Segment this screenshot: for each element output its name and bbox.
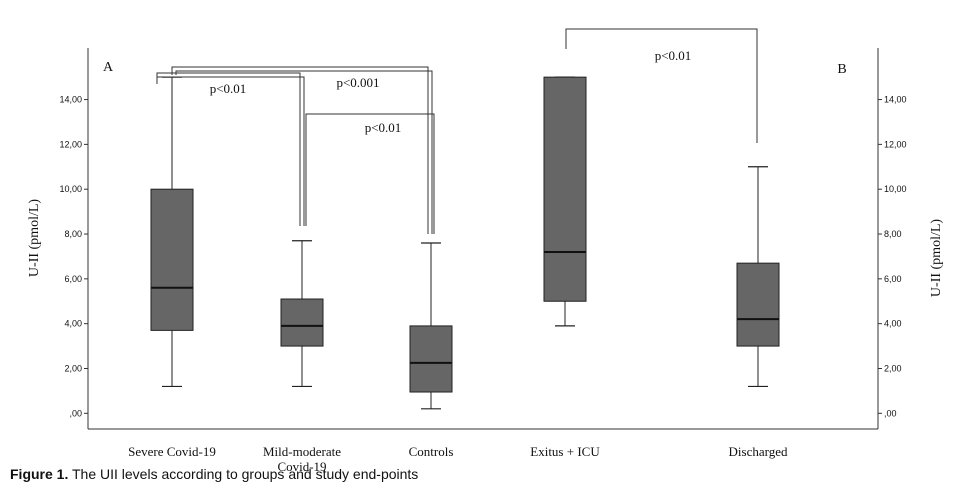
category-label: Mild-moderate: [263, 444, 341, 459]
panel-label-a: A: [103, 60, 114, 75]
chart-layer: ,00 2,00 4,00 6,00 8,00 10,00 12,00 14,00 ,00 2,0…: [27, 28, 944, 474]
bracket-severe-controls: [171, 66, 429, 234]
y-tick-label-right: 2,00: [884, 363, 902, 373]
p-value-label: p<0.01: [210, 81, 247, 96]
caption-text: The UII levels according to groups and s…: [68, 466, 419, 482]
box: [150, 188, 194, 331]
y-tick-label-right: 4,00: [884, 319, 902, 329]
category-label: Discharged: [729, 444, 788, 459]
bracket-severe-mild-2: [156, 76, 305, 226]
y-tick-label-left: 8,00: [64, 229, 82, 239]
box: [543, 76, 587, 302]
y-tick-label-right: ,00: [884, 408, 897, 418]
y-tick-label-left: ,00: [69, 408, 82, 418]
bracket-mild-controls: [305, 113, 435, 234]
y-axis-label-right: U-II (pmol/L): [929, 219, 944, 297]
p-value-label: p<0.001: [336, 75, 379, 90]
box: [280, 298, 324, 347]
y-tick-label-right: 8,00: [884, 229, 902, 239]
caption-label: Figure 1.: [10, 466, 69, 482]
category-label: Controls: [409, 444, 454, 459]
bracket-exitus-discharged: [565, 28, 758, 143]
y-tick-label-right: 10,00: [884, 184, 907, 194]
y-tick-label-left: 12,00: [59, 139, 82, 149]
p-value-label: p<0.01: [365, 120, 402, 135]
p-value-label: p<0.01: [655, 48, 692, 63]
category-label: Severe Covid-19: [128, 444, 216, 459]
box: [409, 325, 453, 393]
category-label: Covid-19: [277, 459, 326, 474]
y-tick-label-left: 14,00: [59, 95, 82, 105]
y-axis-label-left: U-II (pmol/L): [27, 199, 42, 277]
y-tick-label-left: 2,00: [64, 363, 82, 373]
y-tick-label-right: 14,00: [884, 95, 907, 105]
panel-label-b: B: [837, 62, 846, 77]
figure-caption: Figure 1. The UII levels according to gr…: [10, 466, 418, 482]
y-tick-label-right: 6,00: [884, 274, 902, 284]
category-label: Exitus + ICU: [530, 444, 600, 459]
bracket-severe-controls-2: [175, 70, 433, 234]
y-tick-label-left: 10,00: [59, 184, 82, 194]
box: [736, 262, 780, 347]
y-tick-label-left: 6,00: [64, 274, 82, 284]
y-tick-label-right: 12,00: [884, 139, 907, 149]
y-tick-label-left: 4,00: [64, 319, 82, 329]
